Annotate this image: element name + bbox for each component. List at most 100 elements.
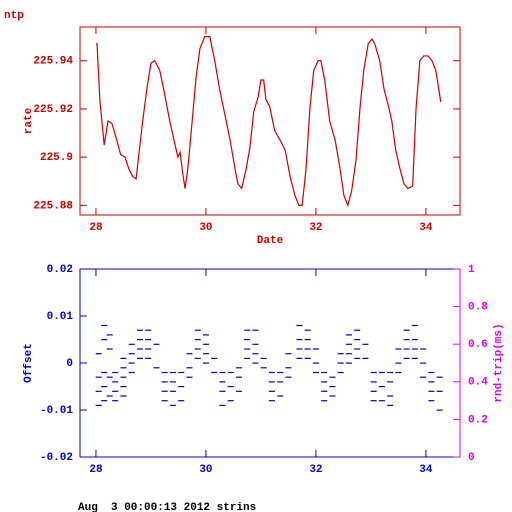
- data-point: [178, 400, 185, 402]
- data-point: [219, 381, 226, 383]
- data-point: [436, 376, 443, 378]
- data-point: [136, 339, 143, 341]
- data-point: [337, 362, 344, 364]
- data-point: [411, 348, 418, 350]
- data-point: [244, 339, 251, 341]
- data-point: [428, 381, 435, 383]
- data-point: [362, 343, 369, 345]
- data-point: [252, 329, 259, 331]
- data-point: [354, 357, 361, 359]
- y-tick-label: 0.01: [47, 311, 74, 323]
- data-point: [304, 329, 311, 331]
- data-point: [403, 357, 410, 359]
- y2-tick-label: 0.4: [468, 377, 488, 389]
- data-point: [387, 404, 394, 406]
- data-point: [95, 404, 102, 406]
- chart-title: ntp: [4, 10, 24, 22]
- data-point: [194, 339, 201, 341]
- data-point: [153, 343, 160, 345]
- y-tick-label: 225.88: [33, 200, 73, 212]
- data-point: [106, 348, 113, 350]
- data-point: [337, 353, 344, 355]
- data-point: [227, 400, 234, 402]
- data-point: [202, 334, 209, 336]
- data-point: [194, 357, 201, 359]
- data-point: [403, 339, 410, 341]
- data-point: [403, 348, 410, 350]
- data-point: [161, 381, 168, 383]
- data-point: [106, 334, 113, 336]
- data-point: [329, 395, 336, 397]
- x-tick-label: 28: [89, 464, 103, 476]
- data-point: [112, 381, 119, 383]
- data-point: [285, 376, 292, 378]
- data-point: [345, 353, 352, 355]
- x-tick-label: 34: [419, 464, 433, 476]
- data-point: [304, 339, 311, 341]
- data-point: [186, 367, 193, 369]
- y-tick-label: 225.94: [33, 56, 73, 68]
- data-point: [169, 390, 176, 392]
- data-point: [202, 343, 209, 345]
- data-point: [101, 386, 108, 388]
- data-point: [120, 357, 127, 359]
- data-point: [285, 353, 292, 355]
- x-tick-label: 30: [199, 222, 212, 234]
- data-point: [436, 409, 443, 411]
- data-point: [106, 376, 113, 378]
- y2-axis-label: rnd-trip(ms): [493, 323, 505, 402]
- data-point: [362, 357, 369, 359]
- data-point: [101, 339, 108, 341]
- data-point: [106, 395, 113, 397]
- x-tick-label: 28: [89, 222, 103, 234]
- y-axis-label: rate: [23, 107, 35, 134]
- data-point: [277, 381, 284, 383]
- data-point: [219, 404, 226, 406]
- y-tick-label: 0: [66, 358, 73, 370]
- data-line: [95, 36, 442, 208]
- data-point: [312, 371, 319, 374]
- data-point: [120, 367, 127, 369]
- data-point: [244, 357, 251, 359]
- data-point: [345, 362, 352, 364]
- data-point: [101, 371, 108, 374]
- data-point: [186, 376, 193, 378]
- data-point: [268, 381, 275, 383]
- y2-tick-label: 0.6: [468, 339, 488, 351]
- y2-tick-label: 0.8: [468, 302, 488, 314]
- data-point: [128, 343, 135, 345]
- data-point: [112, 390, 119, 392]
- data-point: [420, 362, 427, 364]
- plot-frame: [79, 26, 461, 216]
- data-point: [244, 329, 251, 331]
- data-point: [260, 367, 267, 369]
- data-point: [145, 357, 152, 359]
- data-point: [194, 329, 201, 331]
- data-point: [252, 343, 259, 345]
- data-point: [428, 400, 435, 402]
- data-point: [411, 324, 418, 327]
- data-point: [304, 357, 311, 359]
- data-point: [296, 324, 303, 327]
- data-point: [128, 371, 135, 374]
- data-point: [178, 371, 185, 374]
- data-point: [296, 348, 303, 350]
- data-point: [95, 390, 102, 392]
- data-point: [252, 362, 259, 364]
- data-point: [169, 404, 176, 406]
- data-point: [321, 381, 328, 383]
- data-point: [120, 386, 127, 388]
- x-axis-label: Date: [257, 235, 284, 247]
- data-point: [354, 339, 361, 341]
- y-tick-label: -0.02: [40, 452, 73, 464]
- data-point: [345, 334, 352, 336]
- data-point: [112, 400, 119, 402]
- data-point: [120, 376, 127, 378]
- data-point: [235, 367, 242, 369]
- data-point: [387, 371, 394, 374]
- x-tick-label: 34: [419, 222, 433, 234]
- x-tick-label: 32: [309, 222, 322, 234]
- data-point: [285, 367, 292, 369]
- data-point: [136, 348, 143, 350]
